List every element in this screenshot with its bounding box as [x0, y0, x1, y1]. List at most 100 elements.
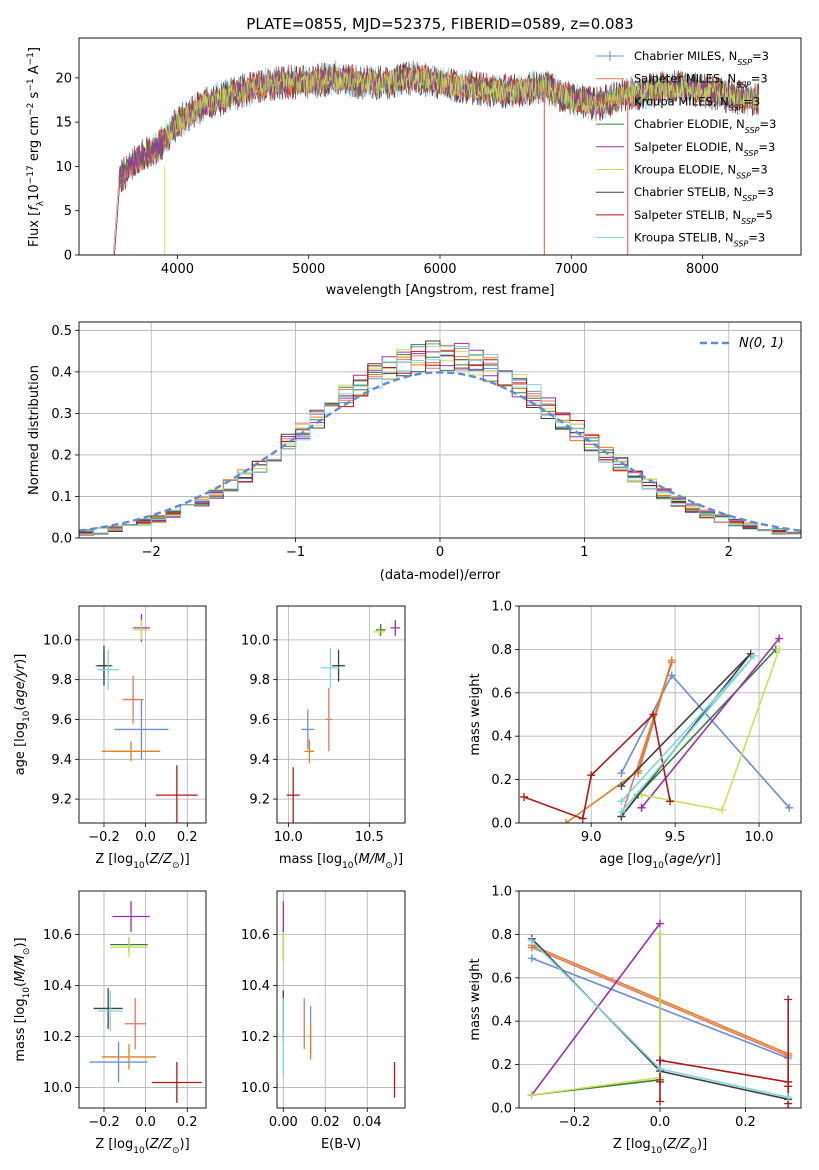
legend-label-value: =3	[748, 231, 765, 245]
y-tick-label: 0.0	[51, 532, 72, 547]
y-tick-label: 9.4	[51, 753, 72, 768]
spectrum-x-label: wavelength [Angstrom, rest frame]	[326, 283, 555, 298]
histogram-kroupa_stelib	[79, 345, 801, 537]
label-part: (	[662, 1137, 667, 1152]
label-part: (	[13, 706, 28, 711]
x-tick-label: 10.0	[274, 830, 303, 845]
mass-vs-ebv-points	[282, 901, 396, 1098]
weight-marker-kroupa_stelib	[527, 936, 536, 945]
x-tick-label: 9.0	[581, 830, 602, 845]
x-tick-label: 0.2	[177, 1115, 198, 1130]
label-part: 10	[22, 987, 32, 999]
weight-marker-salpeter_stelib	[784, 995, 793, 1004]
legend-label-value: =3	[751, 72, 768, 86]
weight-marker-kroupa_stelib	[784, 1093, 793, 1102]
y-tick-label: 0.5	[51, 324, 72, 339]
y-tick-label: 9.4	[249, 753, 270, 768]
axes-frame	[78, 37, 802, 256]
label-part: Z [log	[95, 1137, 133, 1152]
y-tick-label: 9.8	[51, 673, 72, 688]
y-tick-label: 0.0	[491, 817, 512, 832]
label-part: 10	[133, 1146, 145, 1156]
weight-marker-chabrier_miles	[785, 803, 794, 812]
y-tick-label: 10.6	[43, 928, 72, 943]
label-part: (	[145, 1137, 150, 1152]
legend-label-salpeter_stelib: Salpeter STELIB, NSSP=5	[634, 208, 773, 226]
label-part: Flux [	[27, 211, 42, 247]
y-tick-label: 9.8	[249, 673, 270, 688]
y-tick-label: 1.0	[491, 600, 512, 615]
mass-vs-z-axes: −0.2 0.0 0.2 10.0 10.2 10.4 10.6	[43, 891, 206, 1130]
legend-label-main: Salpeter MILES, N	[634, 72, 736, 86]
x-tick-label: −0.2	[88, 830, 120, 845]
legend-label-value: =3	[757, 185, 774, 199]
legend-label-sub: SSP	[736, 171, 751, 180]
label-part: age [log	[13, 722, 28, 775]
label-part: erg cm	[27, 116, 42, 165]
label-part: Normed distribution	[27, 365, 42, 495]
label-part: −1	[26, 78, 36, 91]
spectrum-lines	[112, 59, 759, 255]
axes-frame	[276, 890, 406, 1109]
legend-label-value: =3	[752, 49, 769, 63]
legend-label-sub: SSP	[745, 126, 760, 135]
label-part: mass weight	[468, 958, 483, 1040]
y-tick-label: 9.6	[249, 713, 270, 728]
weight-vs-age-x-label: age [log10(age/yr)]	[599, 852, 721, 871]
x-tick-label: 10.0	[745, 830, 774, 845]
x-tick-label: 9.5	[665, 830, 686, 845]
label-part: 10	[342, 861, 354, 871]
weight-vs-z-y-label: mass weight	[468, 958, 483, 1040]
label-part: )]	[711, 852, 721, 867]
label-part: 10	[652, 861, 664, 871]
label-part: mass weight	[468, 673, 483, 755]
weight-marker-salpeter_stelib	[520, 792, 529, 801]
label-part: mass [log	[13, 998, 28, 1061]
label-part: Z/Z	[149, 1137, 173, 1152]
weight-marker-salpeter_stelib	[587, 771, 596, 780]
spectrum-axes: 4000 5000 6000 7000 8000 0 5 10 15 20	[55, 71, 719, 277]
legend-label-value: =3	[760, 117, 777, 131]
label-part: (	[13, 982, 28, 987]
y-tick-label: 10.2	[43, 1030, 72, 1045]
y-tick-label: 0.2	[491, 1058, 512, 1073]
label-part: 10	[651, 1146, 663, 1156]
y-tick-label: 9.2	[51, 793, 72, 808]
label-part: 10	[27, 184, 42, 201]
y-tick-label: 20	[55, 71, 72, 86]
weight-marker-chabrier_miles	[527, 954, 536, 963]
label-part: Z/Z	[149, 852, 173, 867]
label-part: )]	[393, 852, 403, 867]
label-part: ]	[27, 47, 42, 52]
residual-histograms	[79, 340, 801, 537]
y-tick-label: 5	[64, 204, 72, 219]
age-vs-z-y-label: age [log10(age/yr)]	[13, 654, 32, 776]
legend-label-main: Chabrier ELODIE, N	[634, 117, 745, 131]
y-tick-label: 0.8	[491, 928, 512, 943]
mass-vs-ebv-axes: 0.00 0.02 0.04 10.0 10.2 10.4 10.6	[241, 891, 405, 1130]
weight-vs-z-x-label: Z [log10(Z/Z⊙)]	[613, 1137, 707, 1156]
label-part: −17	[26, 165, 36, 184]
label-part: −1	[26, 52, 36, 65]
mass-vs-z-x-label: Z [log10(Z/Z⊙)]	[95, 1137, 189, 1156]
label-part: Z [log	[95, 852, 133, 867]
weight-marker-kroupa_stelib	[617, 797, 626, 806]
axes-frame	[78, 321, 802, 539]
label-part: wavelength [Angstrom, rest frame]	[326, 283, 555, 298]
weight-marker-kroupa_stelib	[617, 808, 626, 817]
legend-label-sub: SSP	[741, 216, 756, 225]
weight-marker-chabrier_stelib	[617, 782, 626, 791]
weight-marker-kroupa_elodie	[656, 930, 664, 939]
y-tick-label: 0.4	[491, 730, 512, 745]
label-part: s	[27, 91, 42, 102]
x-tick-label: 2	[725, 545, 733, 560]
gaussian-reference-line	[79, 371, 801, 532]
legend-label-value: =3	[751, 163, 768, 177]
weight-line-kroupa_miles	[565, 660, 673, 823]
legend-label-gaussian: N(0, 1)	[739, 336, 784, 351]
age-vs-z-axes: −0.2 0.0 0.2 9.2 9.4 9.6 9.8 10.0	[43, 606, 206, 845]
y-tick-label: 10	[55, 160, 72, 175]
x-tick-label: −2	[142, 545, 161, 560]
legend-label-value: =5	[756, 208, 773, 222]
